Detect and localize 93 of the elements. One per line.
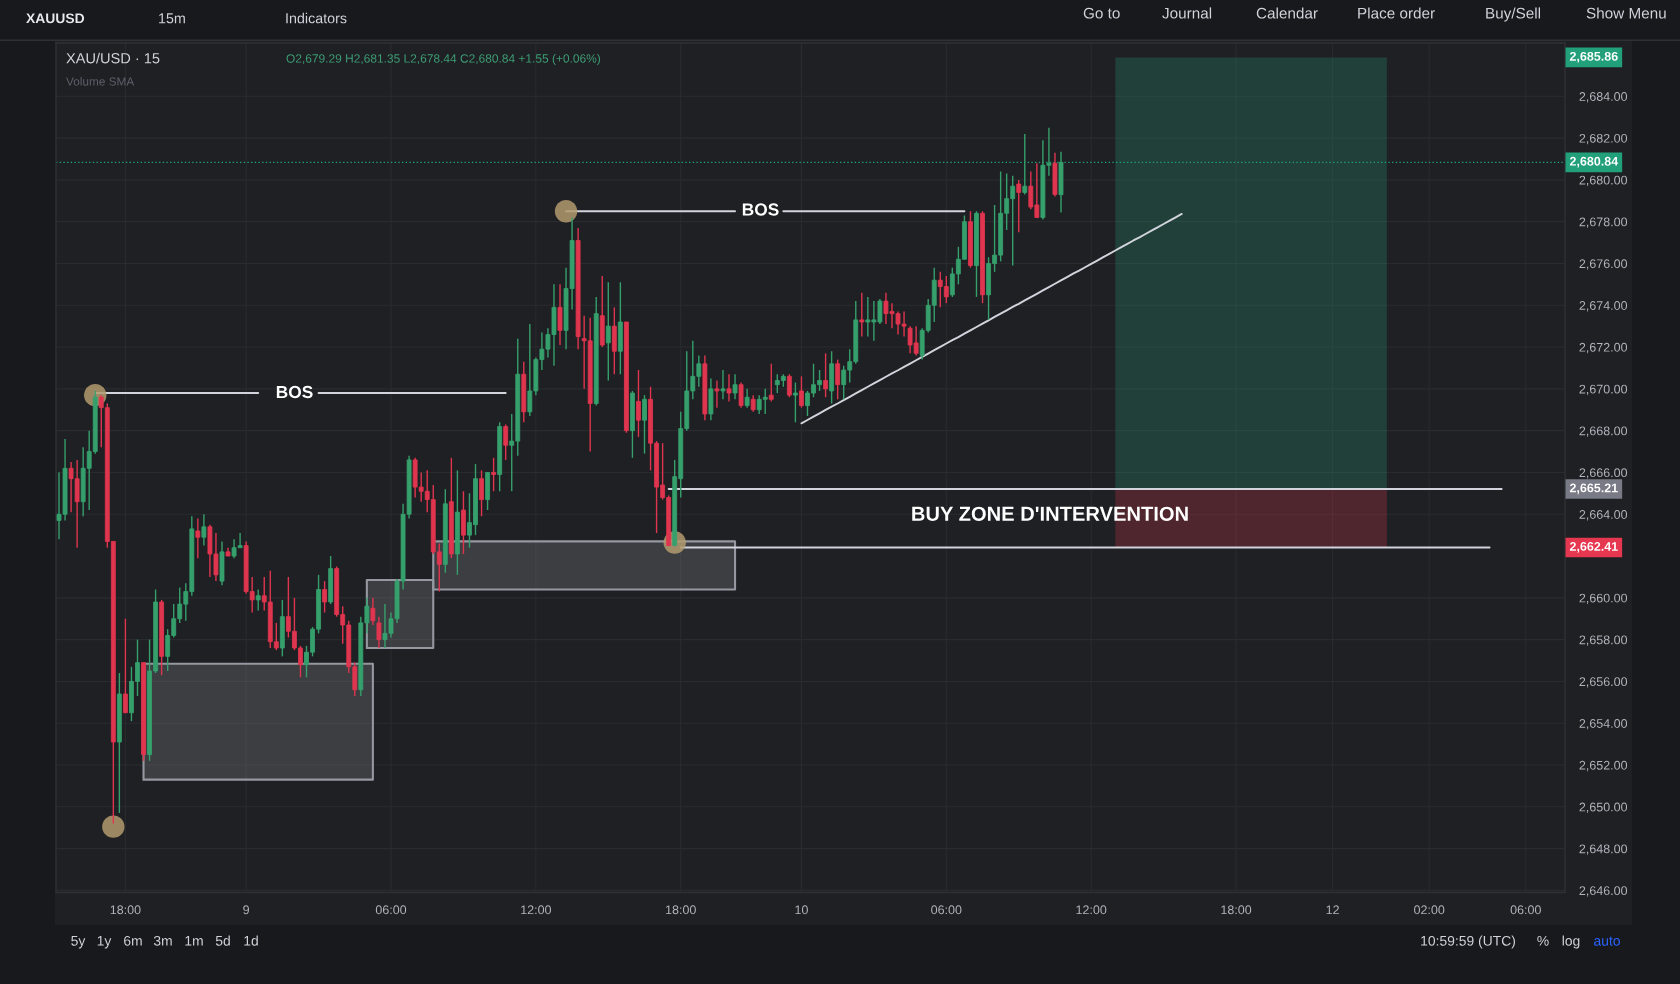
y-tick-label: 2,660.00 xyxy=(1579,593,1628,604)
text: Indicators xyxy=(286,12,347,24)
y-tick-label: 2,682.00 xyxy=(1579,133,1628,145)
candlestick xyxy=(123,618,128,714)
text: 1y xyxy=(97,936,112,949)
annotation: BOS xyxy=(276,385,313,399)
text: 3m xyxy=(153,935,172,946)
line-series xyxy=(800,212,1183,425)
y-tick-label: 2,678.00 xyxy=(1579,217,1628,228)
text: Show Menu xyxy=(1586,7,1666,19)
text: auto xyxy=(1594,936,1620,946)
text: 1m xyxy=(185,936,203,946)
y-tick-label: 2,668.00 xyxy=(1579,426,1628,437)
text: 6m xyxy=(124,935,142,946)
y-tick-label: 2,648.00 xyxy=(1579,844,1628,855)
text: 5d xyxy=(215,935,230,946)
text: Calendar xyxy=(1256,7,1318,19)
candlestick xyxy=(255,588,261,612)
text: Go to xyxy=(1083,7,1120,19)
candlestick xyxy=(786,373,792,398)
y-tick-label: 2,680.00 xyxy=(1579,175,1628,187)
candlestick xyxy=(823,352,828,398)
candlestick xyxy=(503,423,509,461)
candlestick xyxy=(370,597,376,626)
ref-line-label: 2,680.84 xyxy=(1569,156,1619,168)
text: 5y xyxy=(71,936,86,949)
text: 15m xyxy=(159,13,185,24)
y-tick-label: 2,656.00 xyxy=(1579,677,1628,688)
x-tick-label: 12:00 xyxy=(521,905,552,915)
text: log xyxy=(1562,935,1580,949)
point xyxy=(102,815,125,838)
candlestick xyxy=(738,381,744,409)
annotation: BOS xyxy=(742,203,779,216)
text: Buy/Sell xyxy=(1486,7,1541,22)
candlestick xyxy=(799,375,804,409)
candlestick xyxy=(491,457,497,492)
candlestick xyxy=(835,358,841,401)
x-tick-label: 18:00 xyxy=(110,905,141,915)
x-tick-label: 06:00 xyxy=(1510,905,1541,915)
y-tick-label: 2,672.00 xyxy=(1579,342,1628,354)
candlestick xyxy=(859,292,865,338)
text: XAUUSD xyxy=(26,13,85,24)
y-tick-label: 2,654.00 xyxy=(1579,719,1628,730)
text: 2,665.21 xyxy=(1569,483,1618,495)
candlestick xyxy=(605,281,611,382)
y-tick-label: 2,666.00 xyxy=(1579,468,1628,479)
candlestick xyxy=(726,373,732,403)
x-tick-label: 18:00 xyxy=(1221,905,1252,915)
candlestick xyxy=(636,369,641,438)
candlestick xyxy=(322,580,328,614)
annotation: BUY ZONE D'INTERVENTION xyxy=(912,506,1188,521)
text: 1d xyxy=(244,935,258,946)
candlestick xyxy=(642,394,647,455)
y-tick-label: 2,676.00 xyxy=(1579,259,1628,270)
x-tick-label: 06:00 xyxy=(375,905,407,915)
text: 2,662.41 xyxy=(1569,542,1618,553)
x-tick-label: 10 xyxy=(795,905,808,915)
y-tick-label: 2,658.00 xyxy=(1579,635,1628,646)
candlestick xyxy=(195,517,201,559)
y-tick-label: 2,684.00 xyxy=(1579,92,1628,103)
x-tick-label: 18:00 xyxy=(666,905,696,915)
text: XAU/USD · 15 xyxy=(66,52,160,64)
candlestick xyxy=(732,373,738,401)
text: 10:59:59 (UTC) xyxy=(1421,935,1515,949)
candlestick xyxy=(714,379,720,409)
candlestick xyxy=(376,615,382,649)
x-tick-label: 9 xyxy=(243,905,250,915)
point xyxy=(554,200,578,223)
candlestick xyxy=(557,283,563,346)
text: Journal xyxy=(1162,7,1212,19)
text: % xyxy=(1537,935,1549,946)
y-tick-label: 2,650.00 xyxy=(1579,802,1628,813)
x-tick-label: 06:00 xyxy=(931,905,962,915)
candlestick xyxy=(768,363,774,403)
text: Place order xyxy=(1358,7,1435,19)
candlestick xyxy=(744,388,750,409)
annotation: Volume SMA xyxy=(66,77,135,86)
y-tick-label: 2,670.00 xyxy=(1579,384,1628,395)
y-tick-label: 2,646.00 xyxy=(1579,886,1628,897)
x-tick-label: 02:00 xyxy=(1414,905,1445,915)
y-tick-label: 2,652.00 xyxy=(1579,760,1628,772)
x-tick-label: 12 xyxy=(1326,905,1339,915)
text: 2,685.86 xyxy=(1569,51,1618,63)
y-tick-label: 2,674.00 xyxy=(1579,301,1628,312)
candlestick xyxy=(1016,179,1022,233)
text: O2,679.29 H2,681.35 L2,678.44 C2,680.84 +1.55 (+0.06%) xyxy=(286,53,601,66)
candlestick xyxy=(1022,133,1028,196)
x-tick-label: 12:00 xyxy=(1076,905,1107,915)
candlestick xyxy=(720,369,726,401)
candlestick xyxy=(201,513,207,547)
candlestick xyxy=(793,381,798,423)
candlestick xyxy=(479,469,484,518)
y-tick-label: 2,664.00 xyxy=(1579,510,1628,521)
